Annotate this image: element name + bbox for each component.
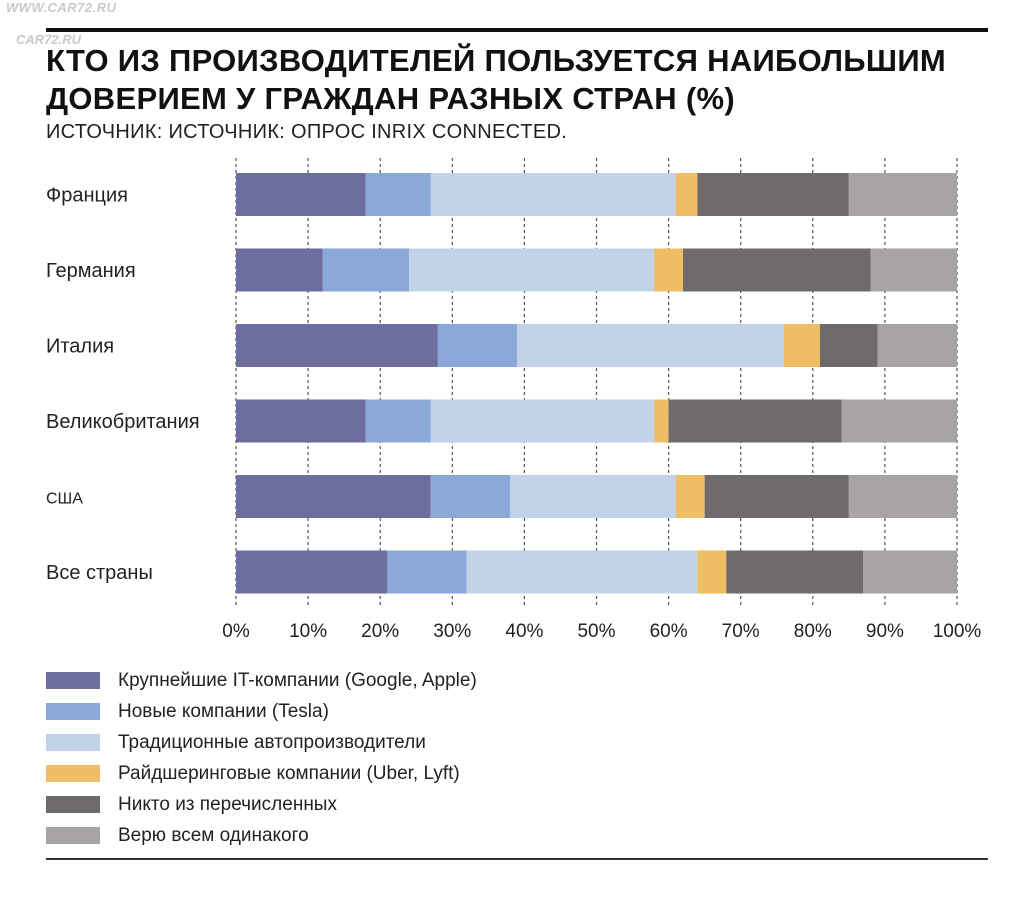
bar-5-1 (387, 550, 467, 594)
legend-label-3: Райдшеринговые компании (Uber, Lyft) (118, 762, 460, 784)
legend-item-4: Никто из перечисленных (46, 789, 477, 820)
x-tick-label-1: 10% (289, 621, 327, 642)
x-tick-label-8: 80% (794, 621, 832, 642)
bar-1-5 (870, 248, 957, 292)
legend-swatch-4 (46, 796, 100, 813)
bar-2-4 (820, 324, 878, 367)
bar-0-4 (697, 173, 849, 216)
bar-3-0 (236, 399, 366, 443)
bar-5-5 (863, 550, 957, 594)
bar-0-5 (848, 173, 957, 216)
bar-0-3 (675, 173, 698, 216)
legend-item-5: Верю всем одинакого (46, 820, 477, 851)
x-tick-label-0: 0% (222, 621, 250, 642)
legend-item-2: Традиционные автопроизводители (46, 727, 477, 758)
bars-layer (236, 173, 957, 594)
chart-title-line-1: КТО ИЗ ПРОИЗВОДИТЕЛЕЙ ПОЛЬЗУЕТСЯ НАИБОЛЬ… (46, 43, 947, 78)
bar-5-0 (236, 550, 388, 594)
category-label-5: Все страны (46, 562, 153, 584)
legend-swatch-2 (46, 734, 100, 751)
legend-item-1: Новые компании (Tesla) (46, 696, 477, 727)
chart-title-line-2: ДОВЕРИЕМ У ГРАЖДАН РАЗНЫХ СТРАН (%) (46, 81, 736, 116)
bar-3-3 (654, 399, 669, 443)
x-tick-label-10: 100% (933, 621, 982, 642)
bar-4-2 (509, 475, 676, 518)
bar-5-3 (697, 550, 727, 594)
bar-0-1 (365, 173, 431, 216)
top-rule (46, 28, 988, 32)
legend-item-0: Крупнейшие IT-компании (Google, Apple) (46, 665, 477, 696)
watermark-logo: CAR72.RU (16, 32, 82, 47)
chart-title: КТО ИЗ ПРОИЗВОДИТЕЛЕЙ ПОЛЬЗУЕТСЯ НАИБОЛЬ… (46, 42, 1006, 118)
legend-label-1: Новые компании (Tesla) (118, 700, 329, 722)
bar-5-2 (466, 550, 698, 594)
legend-swatch-0 (46, 672, 100, 689)
x-tick-label-7: 70% (722, 621, 760, 642)
category-labels: Франция Германия Италия Великобритания США Вс… (46, 185, 200, 585)
bar-2-0 (236, 324, 438, 367)
bar-1-3 (654, 248, 684, 292)
category-label-1: Германия (46, 260, 136, 282)
legend-swatch-1 (46, 703, 100, 720)
legend-label-4: Никто из перечисленных (118, 793, 337, 815)
x-tick-label-4: 40% (505, 621, 543, 642)
bottom-rule (46, 858, 988, 860)
legend-item-3: Райдшеринговые компании (Uber, Lyft) (46, 758, 477, 789)
bar-3-2 (430, 399, 655, 443)
grid-layer (235, 158, 958, 605)
legend-label-5: Верю всем одинакого (118, 824, 309, 846)
category-label-0: Франция (46, 185, 128, 207)
x-tick-label-2: 20% (361, 621, 399, 642)
chart-subtitle: ИСТОЧНИК: ИСТОЧНИК: ОПРОС INRIX CONNECTE… (46, 121, 568, 143)
bar-4-0 (236, 475, 431, 518)
x-tick-label-6: 60% (650, 621, 688, 642)
bar-2-5 (877, 324, 957, 367)
bar-1-1 (322, 248, 410, 292)
x-tick-label-9: 90% (866, 621, 904, 642)
legend-swatch-3 (46, 765, 100, 782)
bar-4-4 (704, 475, 849, 518)
bar-2-3 (783, 324, 821, 367)
category-label-4: США (46, 491, 83, 508)
x-tick-label-5: 50% (577, 621, 615, 642)
category-label-3: Великобритания (46, 411, 200, 433)
bar-2-1 (437, 324, 518, 367)
bar-4-5 (848, 475, 957, 518)
bar-3-5 (841, 399, 957, 443)
bar-1-2 (409, 248, 655, 292)
bar-0-0 (236, 173, 366, 216)
bar-1-0 (236, 248, 323, 292)
category-label-2: Италия (46, 336, 114, 358)
bar-4-3 (675, 475, 705, 518)
bar-3-4 (668, 399, 842, 443)
bar-4-1 (430, 475, 510, 518)
x-tick-label-3: 30% (433, 621, 471, 642)
legend-label-0: Крупнейшие IT-компании (Google, Apple) (118, 669, 477, 691)
bar-2-2 (517, 324, 784, 367)
bar-1-4 (683, 248, 871, 292)
legend-swatch-5 (46, 827, 100, 844)
x-axis-tick-labels: 0% 10% 20% 30% 40% 50% 60% 70% 80% 90% 100% (222, 621, 981, 642)
watermark-text: WWW.CAR72.RU (6, 0, 117, 15)
legend-label-2: Традиционные автопроизводители (118, 731, 426, 753)
bar-3-1 (365, 399, 431, 443)
bar-0-2 (430, 173, 676, 216)
bar-5-4 (726, 550, 864, 594)
legend: Крупнейшие IT-компании (Google, Apple) Но… (46, 665, 477, 851)
